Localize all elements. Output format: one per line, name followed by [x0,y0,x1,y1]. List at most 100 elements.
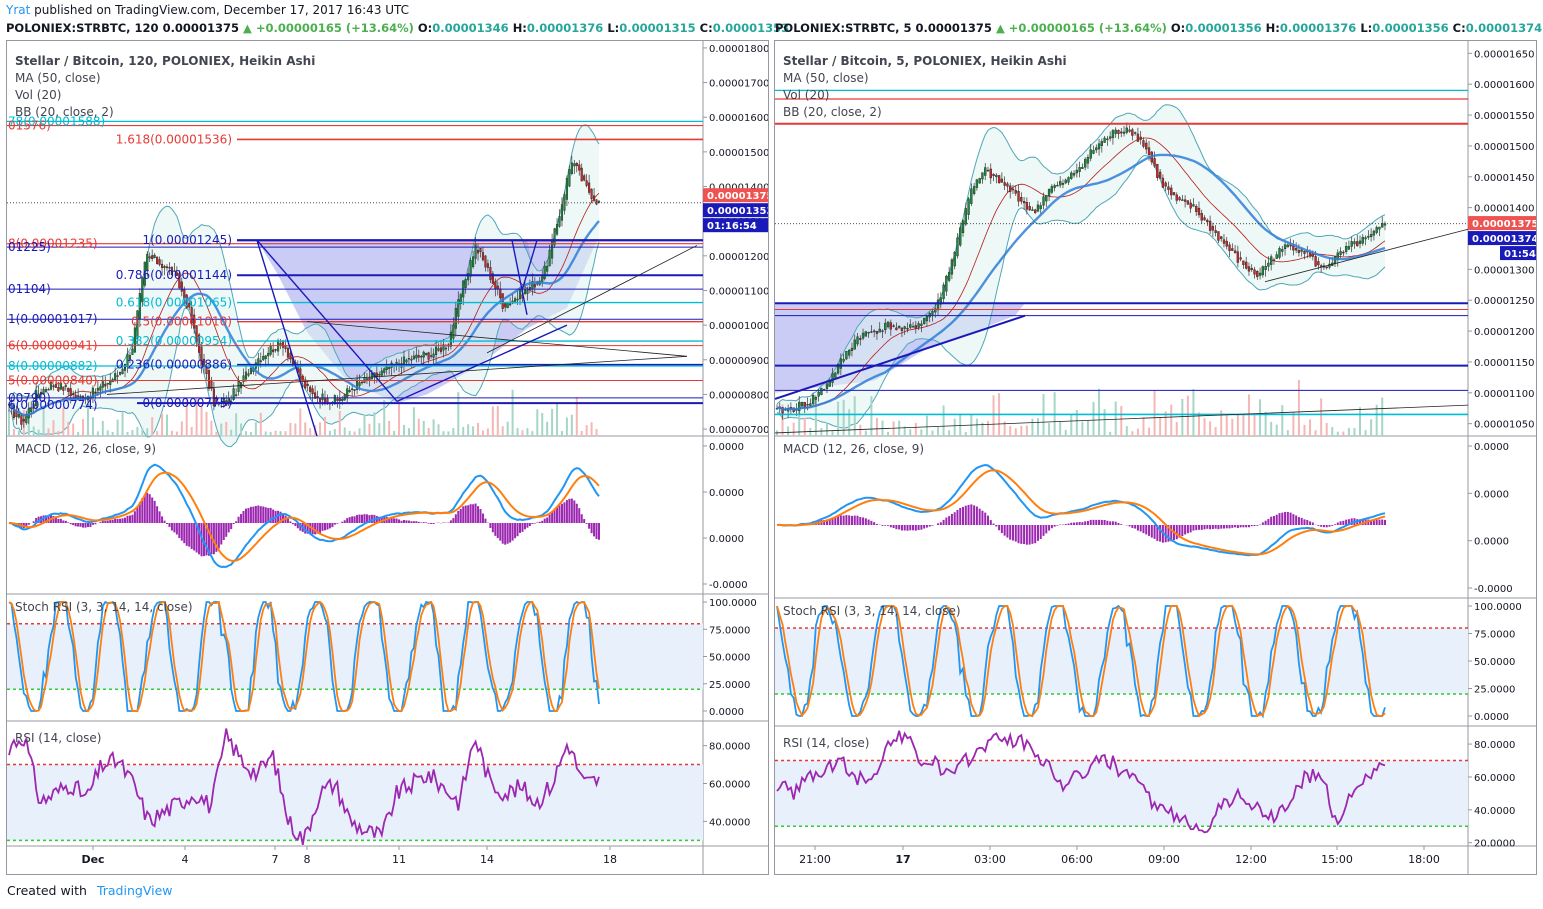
macd-histogram-bar [462,506,465,523]
macd-signal-line [8,471,600,562]
volume-bar [831,430,834,436]
volume-bar [422,420,425,436]
candle-body [99,386,102,391]
candle-body [141,277,144,303]
macd-histogram-bar [54,517,57,523]
price-tick-label: 0.00001100 [709,286,768,297]
right-chart[interactable]: 0.00001650 0.00001600 0.00001550 0.00001500… [774,40,1537,875]
volume-bar [165,414,168,436]
volume-bar [358,428,361,436]
macd-histogram-bar [1025,525,1028,545]
candle-body [430,355,433,357]
macd-histogram-bar [291,523,294,525]
macd-histogram-bar [200,523,203,557]
volume-bar [1314,430,1317,436]
candle-body [1211,226,1215,231]
macd-histogram-bar [262,506,265,523]
volume-bar [914,422,917,436]
macd-histogram-bar [1036,525,1039,541]
publisher-username[interactable]: Yrat [6,3,31,17]
macd-tick-label: -0.0000 [709,580,748,591]
candle-body [195,325,198,342]
stoch-d-line [776,604,1386,718]
volume-bar [333,429,336,436]
macd-histogram-bar [467,505,470,523]
candle-body [1167,186,1170,190]
macd-histogram-bar [558,505,561,523]
high-value: 0.00001376 [526,21,604,35]
macd-signal-line [777,469,1386,556]
macd-histogram-bar [1253,525,1256,526]
macd-histogram-bar [903,525,906,531]
candle-body [1145,142,1148,150]
candle-body [593,195,596,201]
left-chart-canvas[interactable]: 0.00001800 0.00001700 0.00001600 0.00001500… [7,41,768,874]
macd-title: MACD (12, 26, close, 9) [15,442,156,456]
macd-histogram-bar [1128,525,1131,527]
macd-histogram-bar [395,518,398,523]
macd-histogram-bar [417,521,420,523]
trend-line [256,240,318,437]
candle-body [1256,271,1259,278]
volume-bar [96,431,99,436]
left-chart[interactable]: 0.00001800 0.00001700 0.00001600 0.00001500… [6,40,769,875]
macd-histogram-bar [1023,525,1026,545]
macd-histogram-bar [215,523,218,552]
candle-body [1275,254,1278,259]
macd-histogram-bar [138,502,141,523]
macd-histogram-bar [370,514,373,523]
stoch-tick-label: 100.0000 [1474,602,1522,613]
high-value: 0.00001376 [1279,21,1357,35]
volume-bar [798,401,801,436]
macd-histogram-bar [188,523,191,547]
macd-histogram-bar [1189,525,1192,533]
candle-body [1369,234,1373,238]
tradingview-link[interactable]: TradingView [96,883,173,898]
macd-histogram-bar [1006,525,1009,538]
publish-line: Yrat published on TradingView.com, Decem… [6,3,409,17]
candle-body [314,392,317,399]
candle-body [499,288,502,299]
macd-histogram-bar [543,518,546,523]
candle-body [1294,247,1298,251]
macd-histogram-bar [190,523,193,550]
volume-bar [170,430,173,436]
candle-body [1347,246,1351,250]
macd-histogram-bar [1153,525,1156,539]
candle-body [188,302,191,308]
macd-histogram-bar [247,508,250,523]
candle-body [1314,256,1317,267]
candle-body [1361,236,1364,244]
macd-histogram-bar [931,525,934,526]
volume-bar [47,428,50,436]
stoch-k-line [776,604,1386,719]
fib-level-label: 0.236(0.00000886) [116,358,232,372]
right-chart-canvas[interactable]: 0.00001650 0.00001600 0.00001550 0.00001500… [775,41,1536,874]
candle-body [1128,129,1131,132]
volume-bar [580,430,583,436]
stoch-title: Stoch RSI (3, 3, 14, 14, close) [783,604,961,618]
macd-histogram-bar [124,517,127,523]
volume-bar [1281,405,1284,436]
volume-bar [62,407,65,436]
candle-body [1011,188,1015,191]
candle-body [975,179,979,188]
macd-histogram-bar [494,523,497,536]
rsi-tick-label: 60.0000 [709,780,750,791]
macd-histogram-bar [1186,525,1189,534]
volume-bar [101,420,104,436]
macd-histogram-bar [1075,522,1078,525]
macd-histogram-bar [407,520,410,523]
candle-body [1117,130,1120,134]
volume-bar [1275,424,1278,436]
macd-histogram-bar [831,517,834,525]
macd-histogram-bar [84,523,87,528]
macd-histogram-bar [240,513,243,523]
macd-histogram-bar [163,520,166,523]
candle-body [457,299,460,317]
volume-bar [1036,418,1039,436]
candle-body [1181,199,1184,201]
candle-body [94,392,97,394]
macd-histogram-bar [449,520,452,523]
macd-histogram-bar [1003,525,1006,536]
